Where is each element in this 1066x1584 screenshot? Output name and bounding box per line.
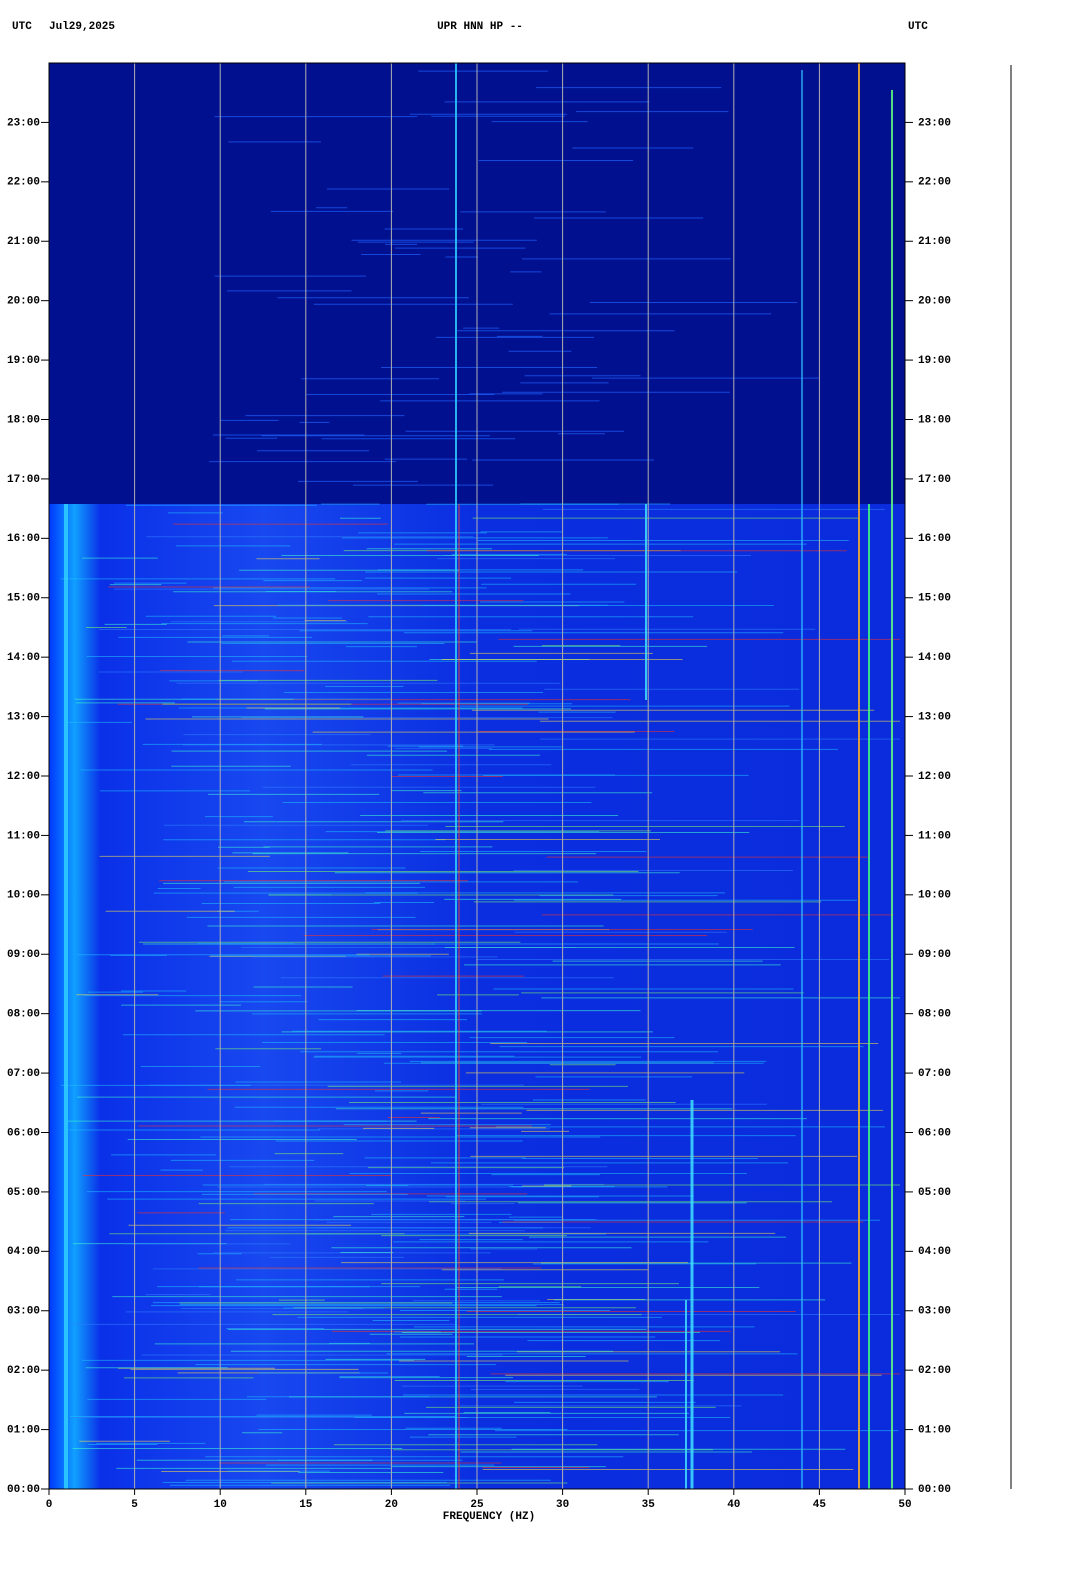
- y-tick-label-left: 05:00: [7, 1187, 40, 1199]
- y-tick-label-left: 04:00: [7, 1246, 40, 1258]
- y-tick-label-left: 08:00: [7, 1009, 40, 1021]
- y-tick-label-right: 00:00: [918, 1484, 951, 1496]
- y-tick-label-left: 10:00: [7, 890, 40, 902]
- y-tick-label-right: 10:00: [918, 890, 951, 902]
- y-tick-label-left: 17:00: [7, 474, 40, 486]
- y-tick-label-left: 12:00: [7, 771, 40, 783]
- x-tick-label: 25: [470, 1499, 484, 1511]
- y-tick-label-left: 23:00: [7, 117, 40, 129]
- x-tick-label: 10: [214, 1499, 227, 1511]
- x-tick-label: 0: [46, 1499, 53, 1511]
- y-tick-label-left: 15:00: [7, 593, 40, 605]
- y-tick-label-left: 11:00: [7, 830, 40, 842]
- y-tick-label-right: 06:00: [918, 1127, 951, 1139]
- y-tick-label-left: 06:00: [7, 1127, 40, 1139]
- y-tick-label-right: 21:00: [918, 236, 951, 248]
- y-tick-label-right: 12:00: [918, 771, 951, 783]
- x-tick-label: 45: [813, 1499, 827, 1511]
- x-tick-label: 20: [385, 1499, 398, 1511]
- x-tick-label: 30: [556, 1499, 569, 1511]
- y-tick-label-right: 09:00: [918, 949, 951, 961]
- y-tick-label-right: 20:00: [918, 296, 951, 308]
- x-tick-label: 15: [299, 1499, 313, 1511]
- y-tick-label-left: 01:00: [7, 1424, 40, 1436]
- y-tick-label-left: 03:00: [7, 1306, 40, 1318]
- y-tick-label-right: 11:00: [918, 830, 951, 842]
- y-tick-label-left: 00:00: [7, 1484, 40, 1496]
- plot-frame: [48, 62, 906, 1490]
- y-tick-label-right: 17:00: [918, 474, 951, 486]
- streaks: [60, 63, 900, 1489]
- y-tick-label-right: 15:00: [918, 593, 951, 605]
- y-tick-label-right: 23:00: [918, 117, 951, 129]
- y-tick-label-right: 01:00: [918, 1424, 951, 1436]
- x-axis-label: FREQUENCY (HZ): [443, 1511, 535, 1523]
- x-tick-label: 5: [131, 1499, 138, 1511]
- y-tick-label-left: 18:00: [7, 414, 40, 426]
- y-tick-label-right: 08:00: [918, 1009, 951, 1021]
- y-tick-label-left: 09:00: [7, 949, 40, 961]
- y-tick-label-right: 03:00: [918, 1306, 951, 1318]
- y-tick-label-left: 16:00: [7, 533, 40, 545]
- y-tick-label-left: 14:00: [7, 652, 40, 664]
- y-tick-label-right: 05:00: [918, 1187, 951, 1199]
- y-tick-label-right: 22:00: [918, 177, 951, 189]
- y-tick-label-right: 14:00: [918, 652, 951, 664]
- y-tick-label-right: 19:00: [918, 355, 951, 367]
- left-utc: UTC: [12, 21, 32, 33]
- y-tick-label-left: 07:00: [7, 1068, 40, 1080]
- y-tick-label-left: 22:00: [7, 177, 40, 189]
- y-tick-label-right: 16:00: [918, 533, 951, 545]
- x-tick-label: 50: [898, 1499, 911, 1511]
- chart-title: UPR HNN HP --: [437, 21, 523, 33]
- y-tick-label-left: 20:00: [7, 296, 40, 308]
- y-tick-label-right: 02:00: [918, 1365, 951, 1377]
- y-tick-label-right: 18:00: [918, 414, 951, 426]
- y-tick-label-left: 02:00: [7, 1365, 40, 1377]
- x-tick-label: 35: [642, 1499, 656, 1511]
- y-tick-label-left: 21:00: [7, 236, 40, 248]
- y-tick-label-right: 07:00: [918, 1068, 951, 1080]
- y-tick-label-left: 19:00: [7, 355, 40, 367]
- y-tick-label-right: 13:00: [918, 711, 951, 723]
- date: Jul29,2025: [49, 21, 115, 33]
- x-tick-label: 40: [727, 1499, 740, 1511]
- y-tick-label-left: 13:00: [7, 711, 40, 723]
- y-tick-label-right: 04:00: [918, 1246, 951, 1258]
- right-utc: UTC: [908, 21, 928, 33]
